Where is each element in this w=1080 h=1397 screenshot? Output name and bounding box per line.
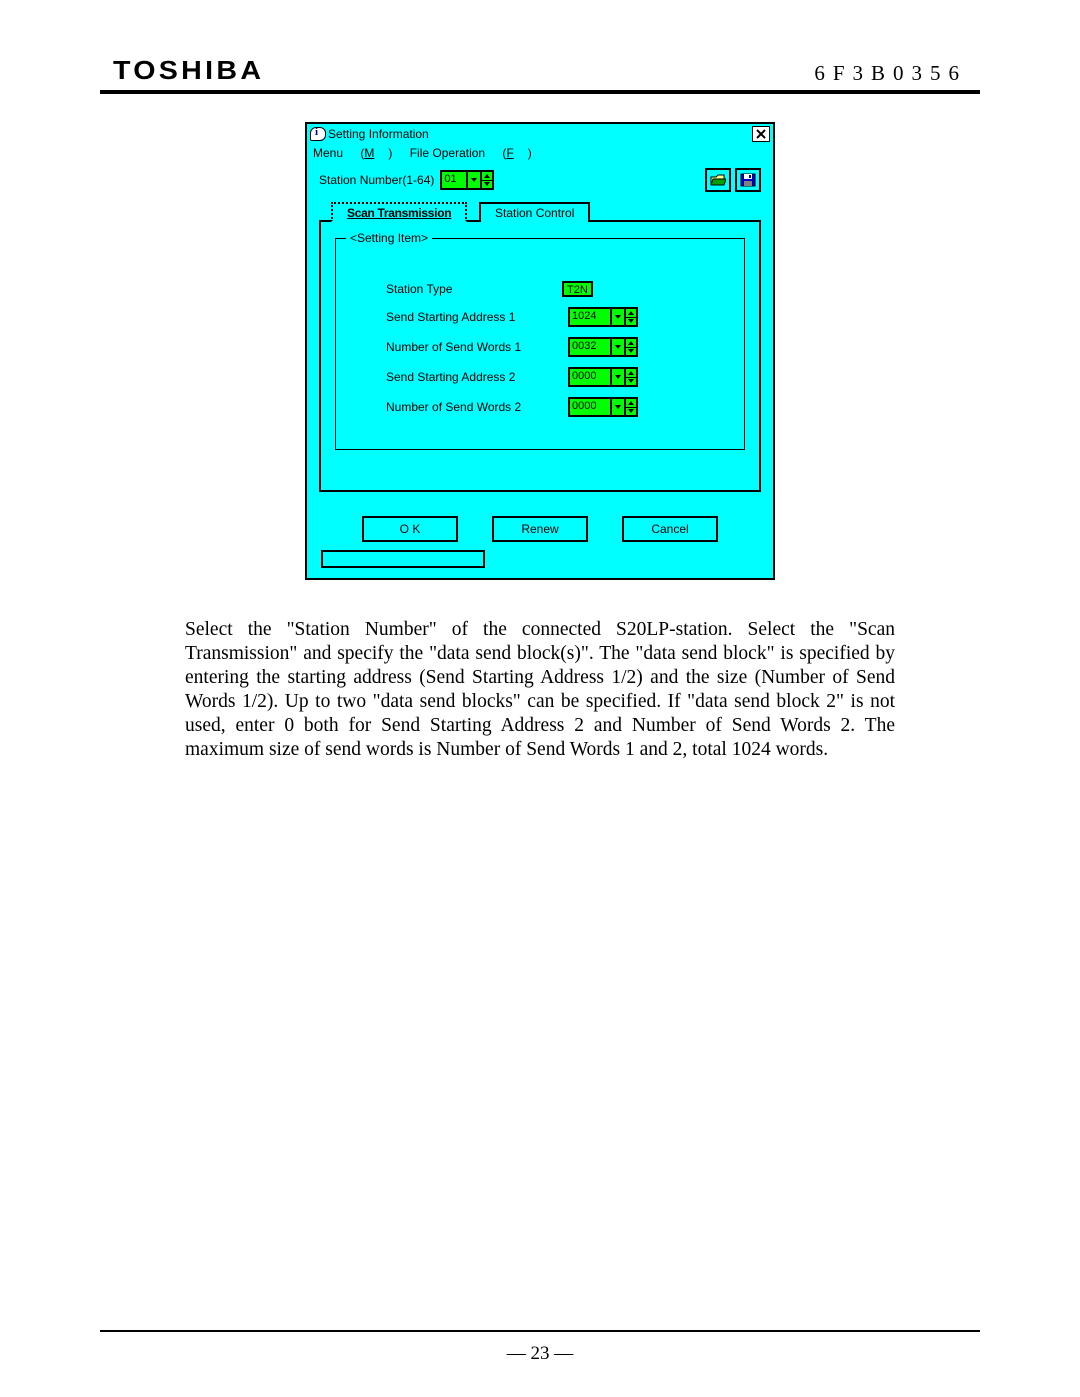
footer-rule [100,1330,980,1332]
send-start-addr1-input[interactable]: 1024 [568,307,638,327]
page-header: TOSHIBA 6F3B0356 [100,55,980,94]
menu-menu[interactable]: Menu (M) [313,146,392,160]
send-start-addr2-label: Send Starting Address 2 [386,370,562,384]
toshiba-logo: TOSHIBA [113,55,264,86]
tab-strip: Scan Transmission Station Control [331,202,761,222]
tab-panel: <Setting Item> Station Type T2N Send Sta… [319,220,761,492]
status-bar [321,550,485,568]
renew-button[interactable]: Renew [492,516,588,542]
open-file-icon[interactable] [705,168,731,192]
send-words2-input[interactable]: 0000 [568,397,638,417]
title-bar: Setting Information [307,124,773,144]
station-number-label: Station Number(1-64) [319,173,434,187]
page-number: — 23 — [0,1343,1080,1365]
menu-bar: Menu (M) File Operation (F) [307,144,773,164]
description-paragraph: Select the "Station Number" of the conne… [185,618,895,762]
send-words2-label: Number of Send Words 2 [386,400,562,414]
ok-button[interactable]: O K [362,516,458,542]
setting-item-fieldset: <Setting Item> Station Type T2N Send Sta… [335,238,745,450]
save-icon[interactable] [735,168,761,192]
tab-station-control[interactable]: Station Control [479,202,590,222]
station-type-label: Station Type [386,282,562,296]
setting-information-window: Setting Information Menu (M) File Operat… [305,122,775,580]
tab-scan-transmission[interactable]: Scan Transmission [331,202,467,222]
station-type-value: T2N [562,281,593,297]
send-words1-input[interactable]: 0032 [568,337,638,357]
send-start-addr2-input[interactable]: 0000 [568,367,638,387]
fieldset-legend: <Setting Item> [346,231,432,245]
cancel-button[interactable]: Cancel [622,516,718,542]
send-start-addr1-label: Send Starting Address 1 [386,310,562,324]
menu-file-operation[interactable]: File Operation (F) [410,146,532,160]
spinner-icon[interactable] [480,172,492,188]
station-number-input[interactable]: 01 [440,170,494,190]
doc-code: 6F3B0356 [814,61,967,86]
send-words1-label: Number of Send Words 1 [386,340,562,354]
close-icon[interactable] [752,126,770,142]
info-icon [310,127,326,141]
window-title: Setting Information [326,127,752,141]
dropdown-icon[interactable] [466,172,480,188]
